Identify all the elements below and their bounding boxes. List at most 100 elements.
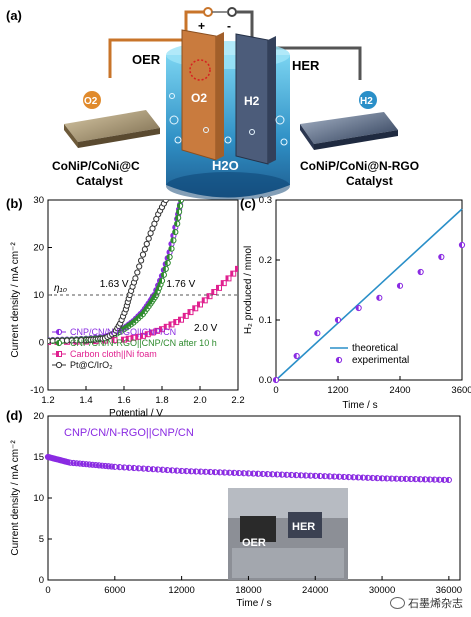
panel-d-point-fill (102, 463, 106, 469)
panel-d-point-fill (441, 477, 445, 483)
right-catalyst-name: CoNiP/CoNi@N-RGO (300, 159, 419, 173)
panel-b-ytick-label: 30 (33, 195, 44, 206)
panel-c-xlabel: Time / s (342, 400, 377, 411)
panel-d-point-fill (284, 472, 287, 478)
panel-d-point-fill (388, 475, 392, 482)
panel-b-point-2-fill (169, 321, 172, 327)
panel-c-xtick-label: 1200 (327, 385, 348, 396)
panel-d-point-fill (408, 476, 411, 482)
panel-b-point-2-fill (131, 335, 134, 341)
panel-b-point-2-fill (140, 333, 143, 339)
panel-d-point-fill (150, 466, 153, 472)
panel-b-point-3 (136, 263, 143, 270)
o2-bubble-label: O2 (84, 96, 98, 107)
panel-d-point-fill (250, 470, 254, 477)
panel-c-ytick-label: 0.2 (259, 255, 272, 266)
panel-d-point-fill (67, 460, 71, 466)
panel-d-series (44, 453, 452, 484)
panel-b-ylabel: Current density / mA cm⁻² (10, 242, 21, 358)
panel-d-xlabel: Time / s (236, 598, 271, 609)
panel-d-point-fill (179, 468, 182, 474)
panel-d-ytick-label: 15 (33, 452, 44, 463)
panel-b-eta10-label: η₁₀ (54, 283, 67, 294)
panel-b-point-1-fill (159, 278, 162, 284)
panel-b-xticks: 1.2 1.4 1.6 1.8 2.0 2.2 (41, 386, 245, 406)
panel-d-point-fill (155, 466, 158, 473)
panel-b-point-2-fill (235, 266, 238, 272)
panel-b-point-1-fill (170, 237, 174, 243)
panel-d-xticks: 0 6000 12000 18000 24000 30000 36000 (45, 576, 462, 596)
panel-c-ytick-label: 0.1 (259, 315, 272, 326)
panel-b: (b) Current density / mA cm⁻² Potential … (6, 195, 245, 419)
panel-d-point-fill (96, 462, 99, 468)
panel-b-point-3 (132, 275, 139, 282)
panel-b-xtick-label: 1.2 (41, 395, 54, 406)
panel-b-annotation: 1.63 V (100, 279, 129, 290)
panel-d-point-fill (198, 469, 201, 475)
panel-b-point-1-fill (177, 203, 181, 209)
panel-d-point-fill (207, 469, 211, 475)
panel-c-ylabel: H₂ produced / mmol (243, 246, 254, 334)
o2-electrode-label: O2 (191, 91, 207, 105)
watermark: 石墨烯杂志 (390, 595, 463, 611)
panel-d-point-fill (403, 476, 406, 482)
panel-c-experimental-point-fill (356, 305, 359, 311)
panel-b-point-3 (134, 269, 141, 276)
panel-b-point-1-fill (175, 215, 179, 221)
watermark-text: 石墨烯杂志 (408, 597, 463, 610)
panel-b-point-2-fill (164, 324, 167, 330)
panel-c-xticks: 0 1200 2400 3600 (273, 376, 471, 396)
panel-b-legend-marker-fill (56, 329, 59, 335)
panel-d-ytick-label: 20 (33, 411, 44, 422)
panel-c-label: (c) (240, 196, 256, 211)
panel-b-point-2-fill (207, 293, 210, 299)
oer-label: OER (132, 52, 161, 67)
panel-c-experimental-point-fill (376, 295, 380, 301)
panel-d-point-fill (217, 469, 220, 475)
panel-d-point-fill (312, 473, 316, 479)
panel-c-legend-label: theoretical (352, 343, 398, 354)
panel-d-point-fill (417, 476, 421, 482)
panel-b-point-0-fill (168, 241, 172, 247)
panel-d-point-fill (293, 472, 297, 478)
h2-electrode-label: H2 (244, 94, 260, 108)
panel-b-point-2-fill (216, 285, 219, 291)
panel-d-point-fill (350, 474, 354, 480)
panel-c-experimental-point-fill (397, 283, 400, 289)
panel-b-point-2-fill (178, 317, 181, 323)
panel-b-legend-label: CNP/CN/N-RGO||CNP/CN after 10 h (70, 338, 217, 348)
panel-d-point-fill (303, 472, 306, 479)
panel-d-point-fill (86, 461, 90, 468)
panel-d-point-fill (77, 461, 80, 467)
left-catalyst-pad (64, 110, 160, 148)
panel-c-ytick-label: 0.3 (259, 195, 272, 206)
panel-b-ytick-label: 10 (33, 290, 44, 301)
panel-b-point-2-fill (221, 280, 224, 286)
panel-b-point-2-fill (226, 275, 229, 281)
panel-d-point-fill (326, 473, 330, 479)
panel-d-point-fill (105, 463, 109, 469)
panel-d-point-fill (436, 477, 440, 483)
panel-d-point-fill (136, 465, 139, 471)
panel-d-point-fill (140, 465, 144, 472)
panel-c-experimental-point-fill (438, 254, 442, 260)
panel-b-legend-label: Pt@C/IrO₂ (70, 360, 113, 370)
panel-d-point-fill (393, 476, 397, 482)
panel-d-point-fill (365, 475, 368, 481)
panel-c-experimental-point-fill (294, 353, 297, 359)
panel-c-yticks: 0.0 0.1 0.2 0.3 (259, 195, 280, 386)
panel-d-point-fill (80, 461, 83, 467)
cathode-electrode (235, 33, 276, 165)
panel-d-point-fill (431, 477, 435, 483)
wechat-icon (390, 597, 405, 609)
panel-d-point-fill (202, 469, 206, 475)
panel-c-experimental-point-fill (418, 269, 421, 275)
panel-d-point-fill (412, 476, 416, 482)
panel-b-xtick-label: 1.8 (155, 395, 168, 406)
panel-b-legend-marker-fill (56, 351, 59, 357)
panel-d-point-fill (331, 473, 335, 480)
panel-b-point-3 (139, 251, 147, 258)
gas-bubbles (169, 93, 288, 146)
panel-d-xtick-label: 36000 (436, 585, 462, 596)
panel-d-point-fill (245, 470, 249, 476)
